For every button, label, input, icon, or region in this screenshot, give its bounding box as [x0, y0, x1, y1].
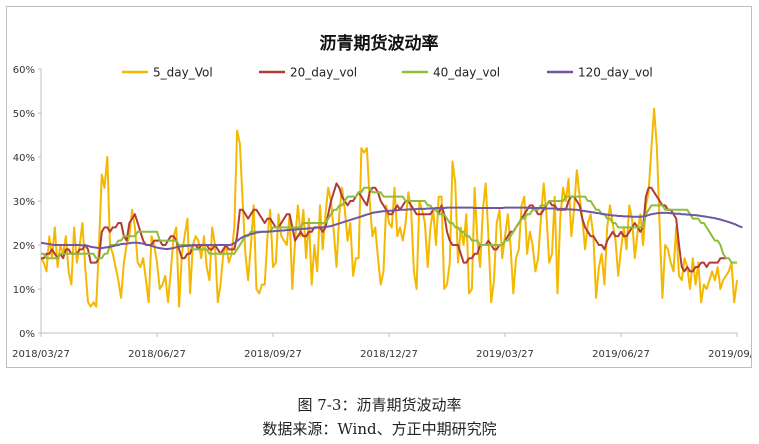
volatility-chart: 沥青期货波动率 0% 10% 20% 30% 40% 50% 60% 2018/03/27 20… [12, 33, 751, 360]
plot-area [40, 107, 743, 308]
y-tick-label: 20% [13, 241, 35, 252]
x-tick-label: 2019/09/27 [708, 349, 751, 360]
x-tick-label: 2019/03/27 [476, 349, 534, 360]
series-line-5_day_Vol [40, 107, 738, 308]
y-tick-label: 50% [13, 109, 35, 120]
figure-caption: 图 7-3：沥青期货波动率 [297, 396, 462, 414]
y-tick-label: 30% [13, 197, 35, 208]
x-tick-label: 2018/03/27 [12, 349, 70, 360]
y-tick-label: 60% [13, 65, 35, 76]
x-tick-label: 2018/12/27 [360, 349, 418, 360]
legend-label: 20_day_vol [290, 66, 357, 80]
legend-label: 5_day_Vol [153, 66, 213, 80]
x-tick-label: 2019/06/27 [592, 349, 650, 360]
series-line-20_day_vol [41, 182, 726, 273]
y-tick-label: 0% [19, 329, 35, 340]
y-tick-label: 40% [13, 153, 35, 164]
series-line-40_day_vol [41, 186, 737, 264]
axes: 0% 10% 20% 30% 40% 50% 60% 2018/03/27 2018/06/27… [12, 65, 751, 360]
series-line-120_day_vol [40, 206, 743, 250]
legend-label: 40_day_vol [433, 66, 500, 80]
chart-title: 沥青期货波动率 [320, 33, 439, 54]
chart-frame: 沥青期货波动率 0% 10% 20% 30% 40% 50% 60% 2018/03/27 20… [6, 6, 752, 368]
x-tick-label: 2018/06/27 [128, 349, 186, 360]
legend-label: 120_day_vol [578, 66, 653, 80]
source-caption: 数据来源：Wind、方正中期研究院 [262, 420, 497, 438]
legend: 5_day_Vol 20_day_vol 40_day_vol 120_day_vol [122, 66, 653, 80]
y-tick-label: 10% [13, 285, 35, 296]
x-tick-label: 2018/09/27 [244, 349, 302, 360]
